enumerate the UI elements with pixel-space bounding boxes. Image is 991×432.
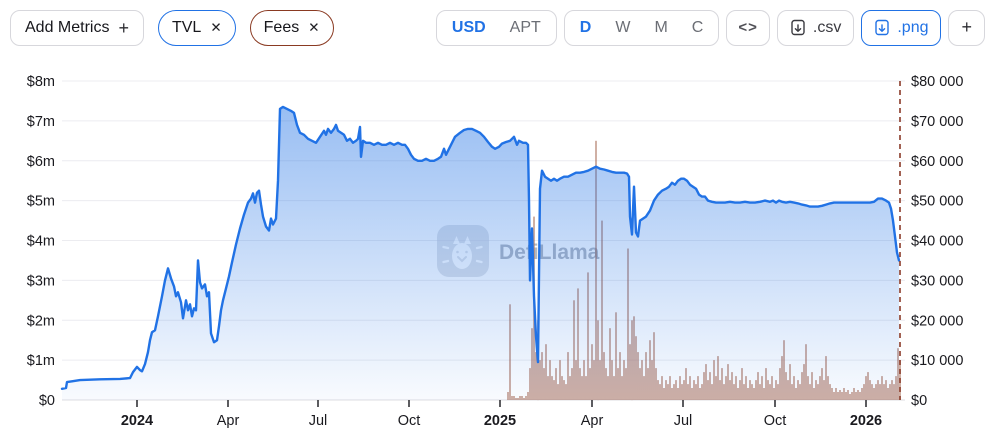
embed-code-icon: <> [738,19,758,36]
metric-chip-fees[interactable]: Fees ✕ [249,9,334,46]
interval-option-monthly[interactable]: M [642,11,679,45]
download-png-button[interactable]: .png [861,9,942,46]
svg-text:Apr: Apr [581,413,604,429]
svg-text:Jul: Jul [309,413,328,429]
svg-text:Oct: Oct [764,413,787,429]
svg-text:$7m: $7m [27,114,55,130]
interval-option-cumulative[interactable]: C [680,11,716,45]
svg-text:Apr: Apr [217,413,240,429]
svg-text:$8m: $8m [27,74,55,90]
svg-text:$0: $0 [39,393,55,409]
download-csv-label: .csv [812,18,842,36]
metric-chip-tvl[interactable]: TVL ✕ [157,9,236,46]
svg-text:Jul: Jul [674,413,693,429]
svg-text:$30 000: $30 000 [911,273,963,289]
svg-text:$10 000: $10 000 [911,353,963,369]
currency-toggle: USD APT [435,9,557,46]
close-icon[interactable]: ✕ [210,19,222,35]
download-png-label: .png [897,18,929,36]
plus-icon: + [961,17,972,37]
plus-icon: + [118,17,129,38]
svg-text:$70 000: $70 000 [911,114,963,130]
svg-text:2024: 2024 [121,413,153,429]
interval-option-weekly[interactable]: W [603,11,642,45]
svg-text:2026: 2026 [850,413,882,429]
svg-text:$20 000: $20 000 [911,313,963,329]
svg-text:$4m: $4m [27,234,55,250]
tvl-series [60,105,901,401]
embed-button[interactable]: <> [726,9,770,46]
download-csv-button[interactable]: .csv [776,9,855,46]
add-metrics-label: Add Metrics [25,18,110,36]
svg-text:$40 000: $40 000 [911,234,963,250]
svg-text:$3m: $3m [27,273,55,289]
interval-option-daily[interactable]: D [568,11,604,45]
metric-chip-tvl-label: TVL [171,18,202,36]
currency-option-usd[interactable]: USD [440,11,498,45]
currency-option-apt[interactable]: APT [498,11,553,45]
metrics-group: Add Metrics + TVL ✕ Fees ✕ [10,9,334,46]
add-metrics-button[interactable]: Add Metrics + [10,9,144,46]
svg-text:$6m: $6m [27,154,55,170]
svg-text:$2m: $2m [27,313,55,329]
csv-file-download-icon [791,19,805,36]
chart-toolbar: Add Metrics + TVL ✕ Fees ✕ USD APT D W M… [0,0,991,55]
metric-chip-fees-label: Fees [263,18,300,36]
interval-toggle: D W M C [563,9,720,46]
close-icon[interactable]: ✕ [308,19,320,35]
png-file-download-icon [875,19,890,36]
add-chart-button[interactable]: + [948,9,985,46]
svg-text:$1m: $1m [27,353,55,369]
chart-options-group: USD APT D W M C <> .csv .png + [435,9,985,46]
svg-text:2025: 2025 [484,413,516,429]
svg-text:$80 000: $80 000 [911,74,963,90]
tvl-fees-chart: $0 $1m $2m $3m $4m $5m $6m $7m $8m $0 $10 000 $20 0… [27,74,964,429]
svg-text:$60 000: $60 000 [911,154,963,170]
svg-text:Oct: Oct [398,413,421,429]
svg-text:$5m: $5m [27,194,55,210]
svg-text:$50 000: $50 000 [911,194,963,210]
svg-text:$0: $0 [911,393,927,409]
axis-labels: $0 $1m $2m $3m $4m $5m $6m $7m $8m $0 $10 000 $20 0… [27,74,964,429]
